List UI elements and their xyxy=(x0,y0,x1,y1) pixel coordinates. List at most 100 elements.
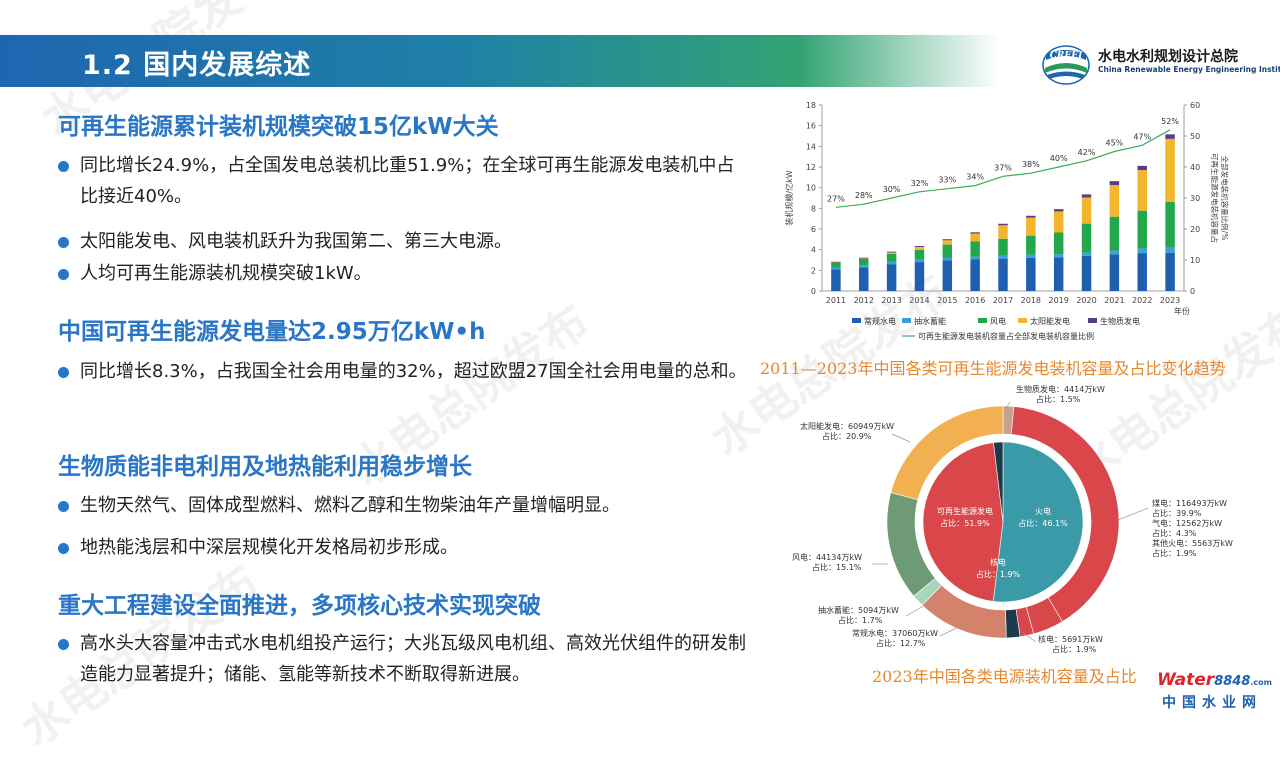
bar-segment xyxy=(915,260,924,262)
ratio-data-label: 45% xyxy=(1105,139,1123,148)
callout-share: 占比：1.9% xyxy=(1152,548,1197,558)
legend-label: 常规水电 xyxy=(864,316,896,326)
inner-label: 核电 xyxy=(990,557,1006,567)
ratio-data-label: 52% xyxy=(1161,117,1179,126)
footer-dotcom: .com xyxy=(1250,678,1272,687)
y-tick-label: 16 xyxy=(806,122,816,131)
x-tick-label: 2018 xyxy=(1021,296,1041,305)
y-tick-label: 6 xyxy=(811,225,816,234)
callout-label: 其他火电：5563万kW xyxy=(1152,538,1233,548)
bar-segment xyxy=(1054,209,1063,211)
bar-segment xyxy=(1026,236,1035,255)
section-heading: 生物质能非电利用及地热能利用稳步增长 xyxy=(58,447,472,481)
callout-label: 核电：5691万kW xyxy=(1038,634,1103,644)
water8848-logo: Water8848.com 中国水业网 xyxy=(1142,670,1272,714)
bar-segment xyxy=(1165,134,1174,139)
bullet-item: 同比增长24.9%，占全国发电总装机比重51.9%；在全球可再生能源发电装机中占… xyxy=(58,150,748,212)
bar-segment xyxy=(1054,257,1063,291)
y-axis-label: 装机规模/亿kW xyxy=(784,170,794,225)
section-heading: 可再生能源累计装机规模突破15亿kW大关 xyxy=(58,107,499,141)
bullet-dot-icon xyxy=(58,237,69,248)
callout-share: 占比：39.9% xyxy=(1152,508,1202,518)
bar-chart-caption: 2011—2023年中国各类可再生能源发电装机容量及占比变化趋势 xyxy=(760,355,1225,379)
bar-segment xyxy=(1110,254,1119,291)
bar-segment xyxy=(998,224,1007,226)
bar-segment xyxy=(970,259,979,291)
bar-segment xyxy=(1110,217,1119,251)
legend-label: 太阳能发电 xyxy=(1030,316,1070,326)
bar-segment xyxy=(1165,202,1174,248)
section-heading: 重大工程建设全面推进，多项核心技术实现突破 xyxy=(58,586,541,620)
y-tick-label: 18 xyxy=(806,101,816,110)
ratio-data-label: 28% xyxy=(855,191,873,200)
creei-logo: CREEI 水电水利规划设计总院 China Renewable Energy … xyxy=(1040,40,1260,88)
bar-segment xyxy=(915,250,924,260)
bar-segment xyxy=(831,267,840,269)
callout-label: 太阳能发电：60949万kW xyxy=(800,421,894,431)
bullet-dot-icon xyxy=(58,367,69,378)
callout-label: 煤电：116493万kW xyxy=(1152,498,1227,508)
y-tick-label: 12 xyxy=(806,163,816,172)
bar-segment xyxy=(859,259,868,265)
bar-segment xyxy=(970,257,979,260)
callout-label: 生物质发电：4414万kW xyxy=(1016,384,1105,394)
bullet-dot-icon xyxy=(58,639,69,650)
bar-segment xyxy=(1137,170,1146,211)
x-axis-label: 年份 xyxy=(1174,306,1190,316)
bullet-dot-icon xyxy=(58,269,69,280)
donut-chart-caption: 2023年中国各类电源装机容量及占比 xyxy=(872,663,1137,687)
callout-label: 风电：44134万kW xyxy=(792,552,862,562)
bar-segment xyxy=(998,225,1007,238)
x-tick-label: 2013 xyxy=(881,296,901,305)
bar-segment xyxy=(1026,218,1035,236)
bar-segment xyxy=(943,240,952,244)
inner-label: 可再生能源发电 xyxy=(937,506,993,516)
callout-share: 占比：20.9% xyxy=(822,431,872,441)
power-mix-donut-chart: 可再生能源发电占比：51.9%火电占比：46.1%核电占比：1.9%生物质发电：… xyxy=(760,380,1280,662)
callout-leader xyxy=(1118,508,1148,520)
bar-segment xyxy=(1054,254,1063,257)
bar-segment xyxy=(859,265,868,267)
bar-segment xyxy=(1165,139,1174,202)
callout-share: 占比：1.7% xyxy=(838,615,883,625)
bar-segment xyxy=(915,247,924,250)
y-tick-label: 0 xyxy=(811,287,816,296)
section-heading: 中国可再生能源发电量达2.95万亿kW•h xyxy=(58,312,486,346)
callout-label: 常规水电：37060万kW xyxy=(852,628,938,638)
y2-tick-label: 60 xyxy=(1190,101,1200,110)
bar-segment xyxy=(887,252,896,254)
x-tick-label: 2019 xyxy=(1049,296,1069,305)
bar-segment xyxy=(1137,166,1146,170)
y-tick-label: 14 xyxy=(806,142,816,151)
bar-segment xyxy=(1026,255,1035,258)
inner-label-share: 占比：46.1% xyxy=(1018,518,1068,528)
bar-segment xyxy=(1110,181,1119,185)
callout-share: 占比：15.1% xyxy=(812,562,862,572)
bar-segment xyxy=(943,245,952,258)
y2-tick-label: 50 xyxy=(1190,132,1200,141)
ratio-data-label: 33% xyxy=(938,176,956,185)
legend-swatch xyxy=(902,318,911,323)
bar-segment xyxy=(915,246,924,247)
bullet-dot-icon xyxy=(58,501,69,512)
ratio-data-label: 38% xyxy=(1022,160,1040,169)
ratio-data-label: 37% xyxy=(994,163,1012,172)
bar-segment xyxy=(943,260,952,291)
inner-label: 火电 xyxy=(1035,506,1051,516)
x-tick-label: 2022 xyxy=(1132,296,1152,305)
bar-segment xyxy=(887,262,896,264)
ratio-data-label: 32% xyxy=(911,179,929,188)
bar-segment xyxy=(943,239,952,240)
title-bar: 1.2 国内发展综述 xyxy=(0,35,1000,87)
y2-tick-label: 10 xyxy=(1190,256,1200,265)
bar-segment xyxy=(970,232,979,233)
x-tick-label: 2012 xyxy=(854,296,874,305)
bar-segment xyxy=(1054,233,1063,255)
y2-tick-label: 40 xyxy=(1190,163,1200,172)
callout-share: 占比：12.7% xyxy=(876,638,926,648)
bar-segment xyxy=(831,262,840,263)
y2-axis-label-line2: 全部发电装机容量比例/% xyxy=(1220,156,1230,241)
y-tick-label: 4 xyxy=(811,246,816,255)
bar-segment xyxy=(998,256,1007,259)
